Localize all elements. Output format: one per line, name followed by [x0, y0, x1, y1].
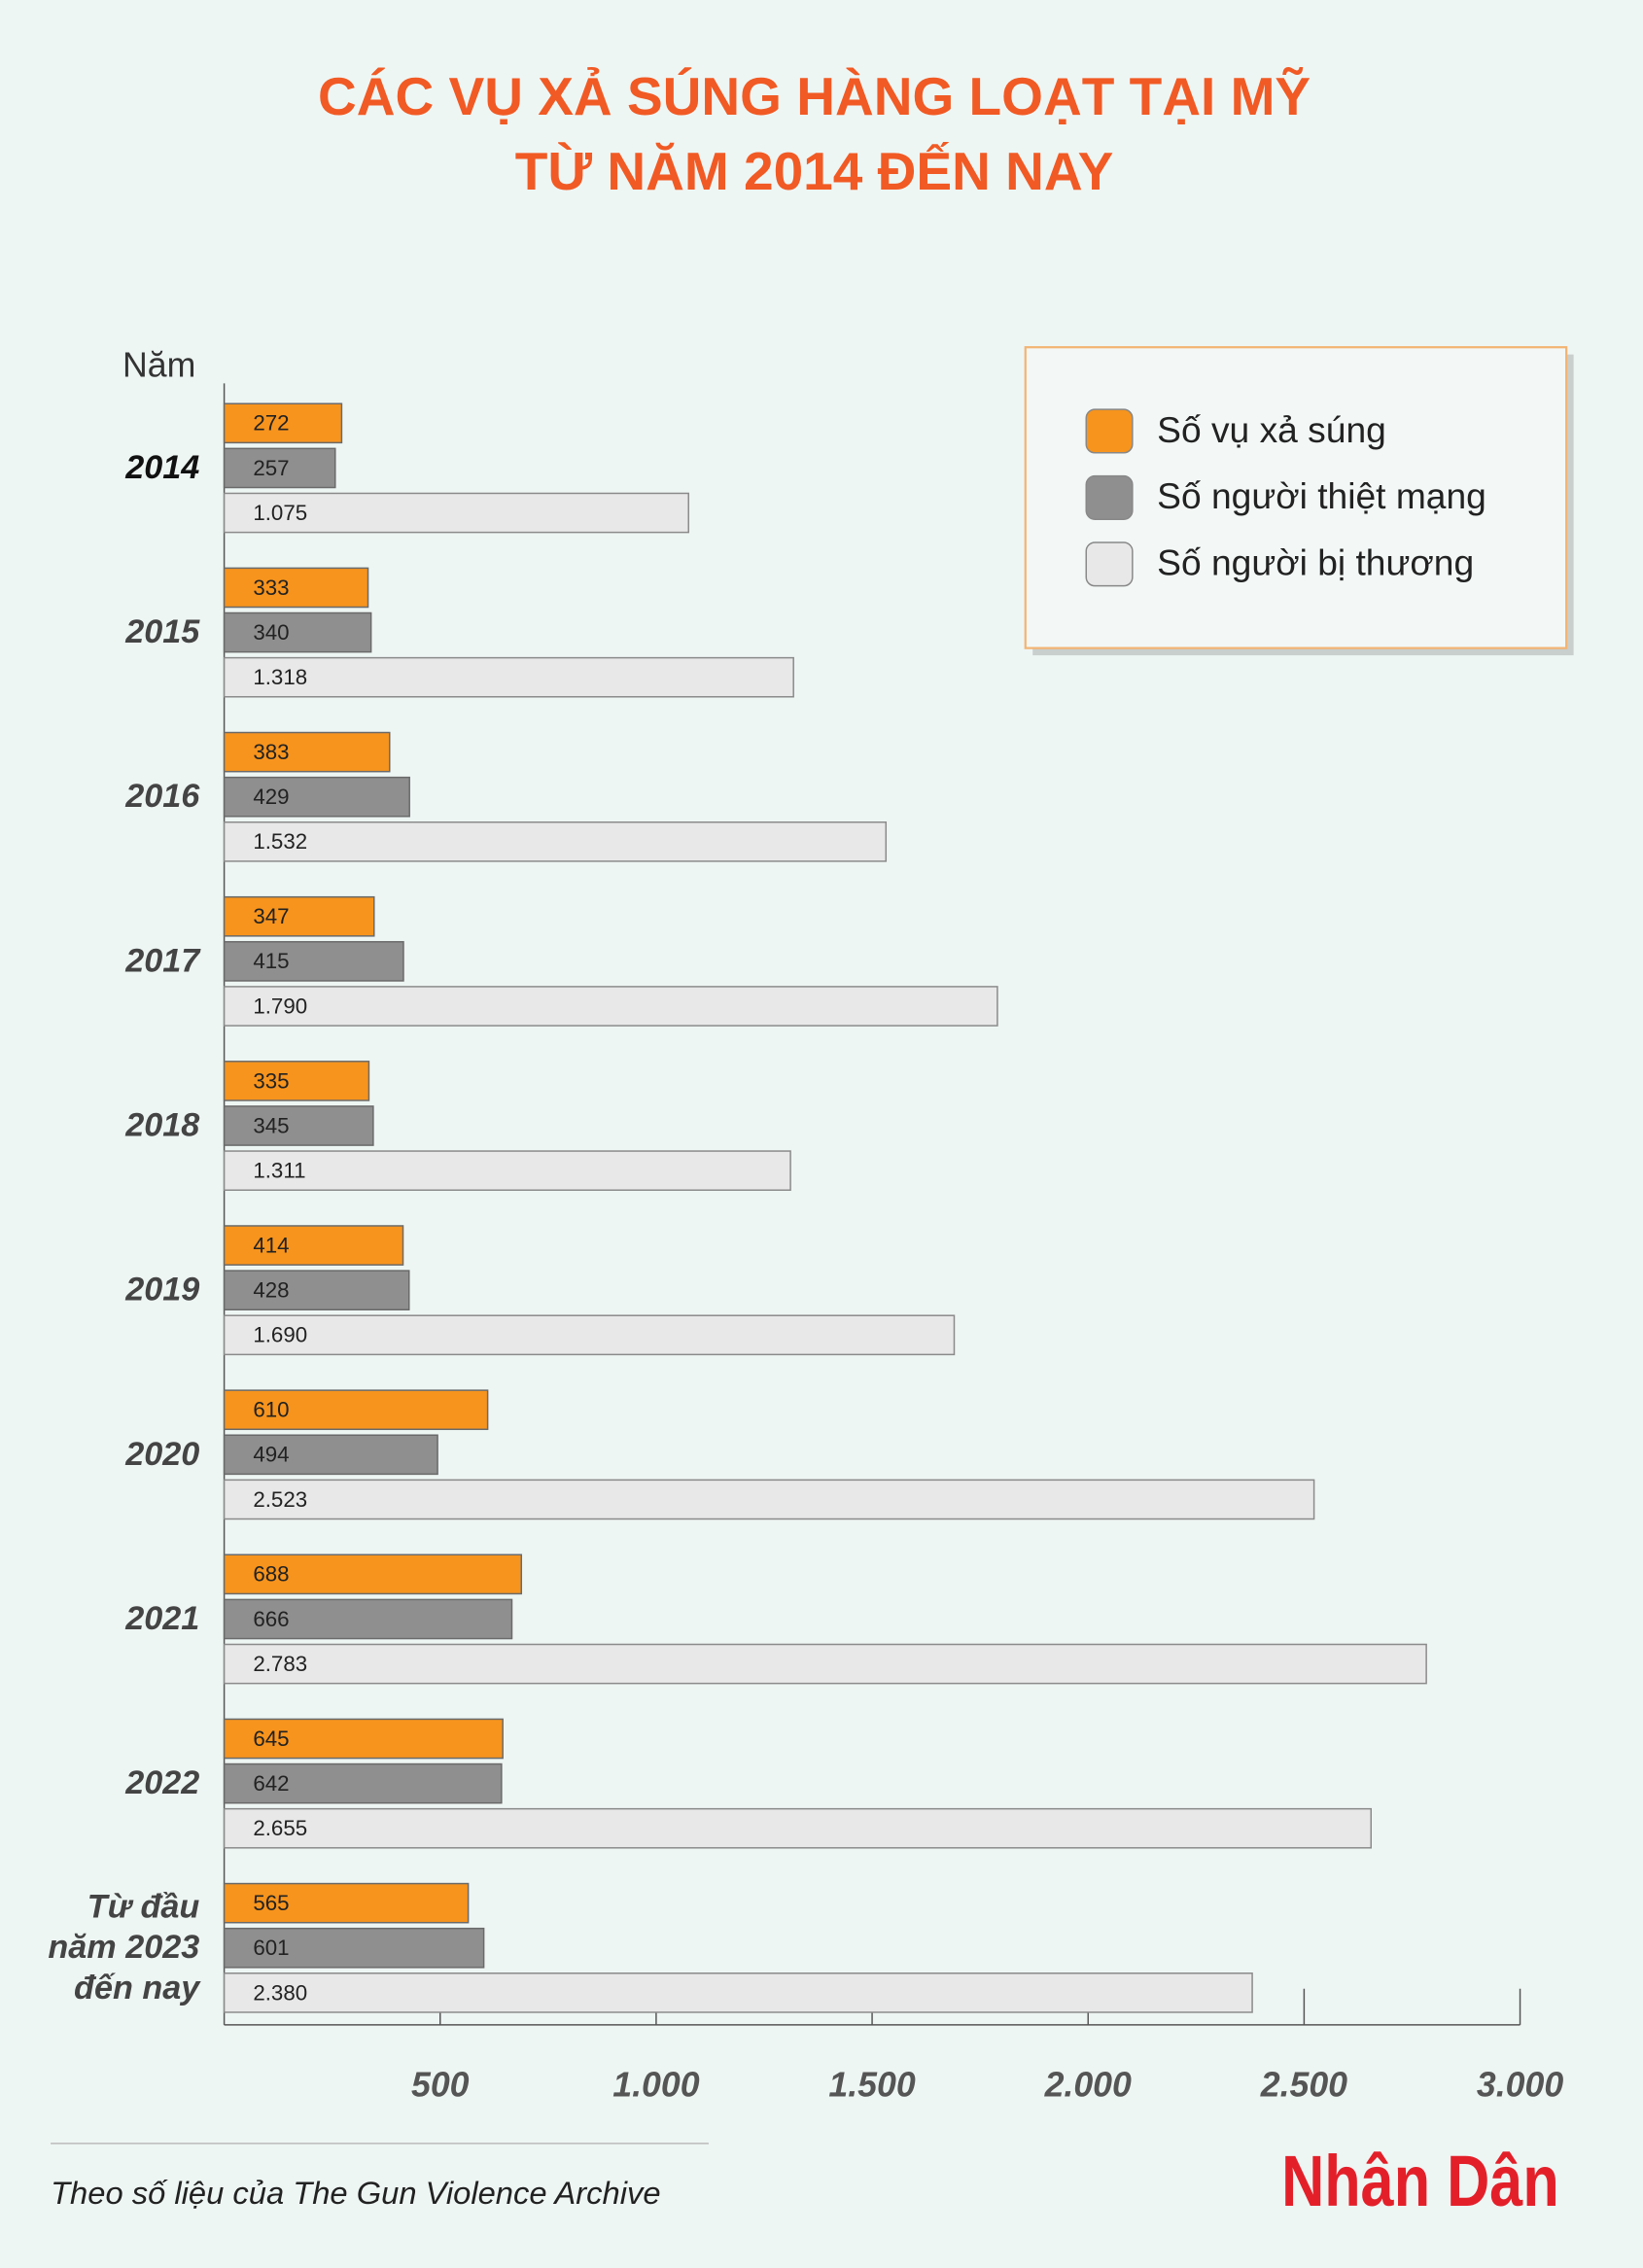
value-label: 688 [253, 1562, 289, 1587]
value-label: 645 [253, 1727, 289, 1751]
bar [223, 986, 998, 1027]
legend-swatch [1085, 474, 1134, 520]
x-tick-label: 500 [411, 2065, 470, 2104]
bar [223, 1389, 489, 1431]
value-label: 2.380 [253, 1980, 307, 2005]
legend-label: Số vụ xả súng [1157, 409, 1386, 450]
value-label: 2.523 [253, 1487, 307, 1512]
value-label: 565 [253, 1891, 289, 1915]
x-tick-label: 1.500 [828, 2065, 915, 2104]
legend-swatch [1085, 408, 1134, 454]
legend-label: Số người thiệt mạng [1157, 475, 1486, 516]
y-tick-label: 2015 [124, 613, 200, 650]
bar [223, 656, 794, 698]
x-tick-label: 3.000 [1477, 2065, 1563, 2104]
value-label: 340 [253, 620, 289, 645]
value-label: 1.690 [253, 1323, 307, 1347]
value-label: 345 [253, 1113, 289, 1137]
x-tick-label: 2.500 [1260, 2065, 1347, 2104]
source: Theo số liệu của The Gun Violence Archiv… [51, 2175, 660, 2211]
bar [223, 1643, 1427, 1685]
value-label: 610 [253, 1398, 289, 1422]
bar [223, 1061, 370, 1101]
value-label: 415 [253, 949, 289, 973]
y-tick-label: 2017 [124, 942, 201, 979]
bar [223, 1882, 470, 1924]
legend-swatch [1085, 541, 1134, 587]
y-tick-label: Từ đầu năm 2023 đến nay [48, 1889, 201, 2006]
value-label: 1.075 [253, 501, 307, 525]
y-tick-label: 2014 [124, 449, 199, 486]
value-label: 1.790 [253, 994, 307, 1018]
bar [223, 1225, 404, 1266]
value-label: 347 [253, 904, 289, 928]
bar [223, 776, 410, 818]
bar [223, 447, 336, 489]
value-label: 1.532 [253, 829, 307, 854]
bar [223, 492, 689, 534]
bar [223, 1150, 791, 1191]
value-label: 642 [253, 1771, 289, 1796]
logo: Nhân Dân [1281, 2141, 1559, 2221]
value-label: 428 [253, 1278, 289, 1303]
value-label: 494 [253, 1443, 289, 1467]
bar [223, 941, 404, 982]
value-label: 601 [253, 1936, 289, 1960]
bar [223, 1972, 1253, 2013]
value-label: 414 [253, 1233, 289, 1257]
value-label: 383 [253, 740, 289, 764]
chart-title: CÁC VỤ XẢ SÚNG HÀNG LOẠT TẠI MỸ TỪ NĂM 20… [318, 65, 1311, 200]
value-label: 2.655 [253, 1816, 307, 1840]
y-tick-label: 2016 [124, 778, 200, 815]
x-tick-label: 2.000 [1044, 2065, 1132, 2104]
y-tick-label: 2020 [124, 1436, 199, 1473]
y-tick-label: 2019 [124, 1272, 199, 1308]
legend-label: Số người bị thương [1157, 542, 1474, 583]
bar [223, 402, 343, 444]
bar [223, 1598, 513, 1640]
y-tick-label: 2018 [124, 1107, 199, 1144]
bar [223, 611, 372, 653]
bar [223, 1314, 956, 1356]
y-tick-label: 2022 [124, 1764, 199, 1801]
bar [223, 1927, 485, 1969]
bar [223, 1105, 374, 1146]
bar [223, 821, 888, 862]
value-label: 257 [253, 456, 289, 480]
bar [223, 1762, 503, 1804]
bar [223, 731, 391, 773]
x-tick-label: 1.000 [612, 2065, 699, 2104]
bar [223, 895, 375, 937]
value-label: 272 [253, 411, 289, 436]
bar [223, 1718, 504, 1760]
bar [223, 1479, 1315, 1520]
y-axis-label: Năm [122, 345, 195, 384]
value-label: 429 [253, 785, 289, 809]
value-label: 2.783 [253, 1652, 307, 1676]
value-label: 335 [253, 1068, 289, 1093]
bar [223, 1807, 1373, 1849]
bar [223, 1434, 438, 1476]
value-label: 333 [253, 576, 289, 600]
bar [223, 1553, 523, 1595]
value-label: 1.318 [253, 665, 307, 689]
bar [223, 567, 369, 609]
value-label: 666 [253, 1607, 289, 1631]
y-tick-label: 2021 [124, 1600, 199, 1637]
value-label: 1.311 [253, 1159, 305, 1183]
bar [223, 1270, 410, 1310]
